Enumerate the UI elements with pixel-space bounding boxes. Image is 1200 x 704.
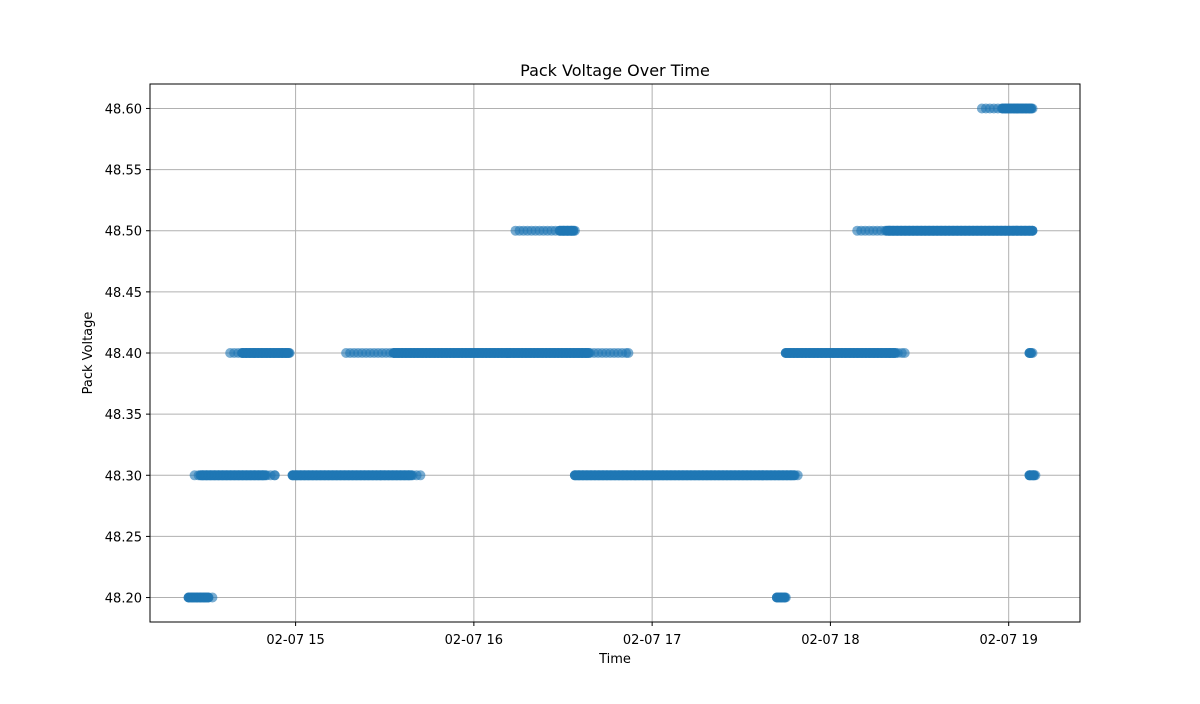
- y-tick-label: 48.40: [105, 347, 142, 362]
- x-axis-ticks: 02-07 15 02-07 16 02-07 17 02-07 18 02-07 19: [266, 622, 1038, 648]
- data-points: [183, 103, 1041, 603]
- data-point: [623, 348, 634, 358]
- y-tick-label: 48.45: [105, 286, 142, 301]
- y-tick-label: 48.35: [105, 408, 142, 423]
- data-point: [568, 225, 579, 236]
- data-point: [583, 348, 594, 358]
- data-point: [415, 470, 426, 481]
- y-axis-label: Pack Voltage: [81, 312, 96, 395]
- data-point: [1027, 225, 1038, 236]
- x-tick-label: 02-07 16: [445, 633, 503, 648]
- data-point: [283, 348, 294, 358]
- data-point: [1026, 348, 1036, 358]
- data-point: [269, 470, 280, 481]
- y-tick-label: 48.60: [105, 102, 142, 117]
- x-tick-label: 02-07 18: [801, 633, 859, 648]
- x-tick-label: 02-07 15: [266, 633, 324, 648]
- x-tick-label: 02-07 17: [623, 633, 681, 648]
- data-point: [1026, 103, 1037, 114]
- y-axis-ticks: 48.20 48.25 48.30 48.35 48.40 48.45 48.50 48.55…: [105, 102, 150, 607]
- y-tick-label: 48.50: [105, 225, 142, 240]
- data-point: [890, 348, 901, 358]
- y-tick-label: 48.20: [105, 592, 142, 607]
- y-tick-label: 48.30: [105, 469, 142, 484]
- x-tick-label: 02-07 19: [979, 633, 1037, 648]
- grid-lines: [150, 84, 1080, 622]
- y-tick-label: 48.55: [105, 164, 142, 179]
- chart-title: Pack Voltage Over Time: [520, 61, 710, 80]
- data-point: [406, 470, 417, 481]
- x-axis-label: Time: [598, 652, 631, 667]
- data-point: [1029, 470, 1039, 481]
- data-point: [779, 592, 790, 603]
- y-tick-label: 48.25: [105, 530, 142, 545]
- data-point: [788, 470, 799, 481]
- data-point: [203, 592, 214, 603]
- data-point: [260, 470, 270, 481]
- data-point: [899, 348, 910, 358]
